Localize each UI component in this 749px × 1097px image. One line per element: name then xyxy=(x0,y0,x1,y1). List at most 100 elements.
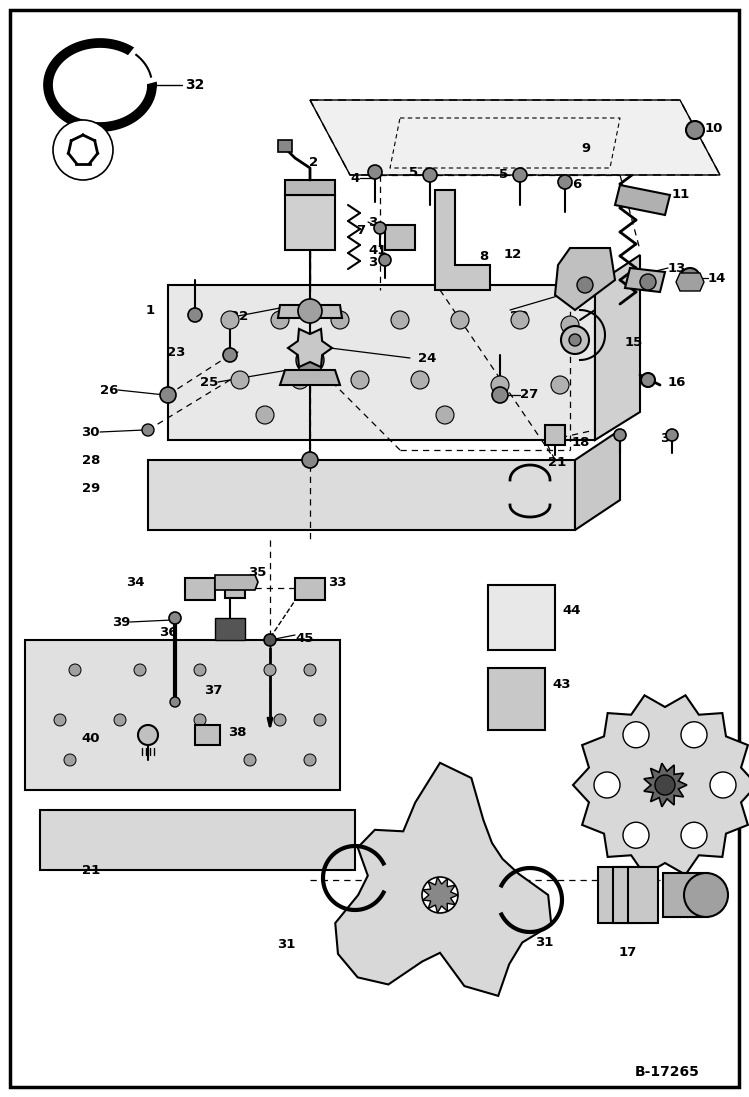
Polygon shape xyxy=(185,578,215,600)
Text: 32: 32 xyxy=(185,78,204,92)
Circle shape xyxy=(134,664,146,676)
Circle shape xyxy=(577,278,593,293)
Polygon shape xyxy=(422,878,458,913)
Circle shape xyxy=(264,664,276,676)
Circle shape xyxy=(561,316,579,333)
Text: 23: 23 xyxy=(166,346,185,359)
Circle shape xyxy=(511,312,529,329)
Polygon shape xyxy=(285,195,335,250)
Polygon shape xyxy=(595,255,640,440)
Text: 5: 5 xyxy=(409,166,418,179)
Polygon shape xyxy=(25,640,340,790)
Text: 5: 5 xyxy=(499,169,508,181)
Text: 44: 44 xyxy=(562,603,580,617)
Circle shape xyxy=(194,714,206,726)
Text: 37: 37 xyxy=(204,683,222,697)
Circle shape xyxy=(194,664,206,676)
Circle shape xyxy=(710,772,736,798)
Text: 16: 16 xyxy=(668,375,686,388)
Circle shape xyxy=(681,823,707,848)
Circle shape xyxy=(54,714,66,726)
Circle shape xyxy=(422,877,458,913)
Polygon shape xyxy=(225,580,245,598)
Polygon shape xyxy=(613,867,643,923)
Circle shape xyxy=(614,429,626,441)
Circle shape xyxy=(296,346,324,374)
Polygon shape xyxy=(288,329,332,367)
Text: 33: 33 xyxy=(328,576,347,588)
Text: 43: 43 xyxy=(552,679,571,691)
Text: 3: 3 xyxy=(660,431,670,444)
Circle shape xyxy=(231,371,249,389)
Text: 3: 3 xyxy=(368,215,377,228)
Circle shape xyxy=(256,406,274,425)
Circle shape xyxy=(681,722,707,748)
Text: 20: 20 xyxy=(510,309,528,323)
Text: 4: 4 xyxy=(351,171,360,184)
Text: 39: 39 xyxy=(112,615,130,629)
Circle shape xyxy=(271,312,289,329)
Polygon shape xyxy=(435,190,490,290)
Circle shape xyxy=(451,312,469,329)
Polygon shape xyxy=(625,268,665,292)
Circle shape xyxy=(492,387,508,403)
Polygon shape xyxy=(310,100,720,176)
Polygon shape xyxy=(278,305,342,318)
Circle shape xyxy=(655,774,675,795)
Polygon shape xyxy=(148,460,575,530)
Circle shape xyxy=(391,312,409,329)
Text: 19: 19 xyxy=(665,712,683,724)
Polygon shape xyxy=(168,285,595,440)
Text: 3: 3 xyxy=(368,256,377,269)
Text: 7: 7 xyxy=(356,224,365,237)
Circle shape xyxy=(513,168,527,182)
Circle shape xyxy=(686,121,704,139)
Text: 40: 40 xyxy=(82,732,100,745)
Polygon shape xyxy=(628,867,658,923)
Circle shape xyxy=(436,406,454,425)
Text: 18: 18 xyxy=(572,436,590,449)
Circle shape xyxy=(351,371,369,389)
Polygon shape xyxy=(285,180,335,195)
Circle shape xyxy=(666,429,678,441)
Circle shape xyxy=(331,312,349,329)
Circle shape xyxy=(491,376,509,394)
Text: 42: 42 xyxy=(401,951,419,964)
Circle shape xyxy=(221,312,239,329)
Circle shape xyxy=(680,268,700,289)
Polygon shape xyxy=(280,370,340,385)
Polygon shape xyxy=(488,668,545,730)
Text: 15: 15 xyxy=(625,336,643,349)
Text: 14: 14 xyxy=(708,271,727,284)
Text: 21: 21 xyxy=(548,455,566,468)
Text: 36: 36 xyxy=(160,625,178,638)
Circle shape xyxy=(561,326,589,354)
Circle shape xyxy=(551,376,569,394)
Circle shape xyxy=(314,714,326,726)
Text: 41: 41 xyxy=(368,244,386,257)
Text: 27: 27 xyxy=(520,388,539,402)
Text: 25: 25 xyxy=(200,375,218,388)
Text: 35: 35 xyxy=(248,565,267,578)
Text: 6: 6 xyxy=(572,179,581,192)
Circle shape xyxy=(684,873,728,917)
Circle shape xyxy=(64,754,76,766)
Polygon shape xyxy=(575,430,620,530)
Text: 21: 21 xyxy=(82,863,100,877)
Polygon shape xyxy=(555,248,615,310)
Polygon shape xyxy=(278,140,292,152)
Text: 30: 30 xyxy=(82,426,100,439)
Polygon shape xyxy=(295,578,325,600)
Text: 13: 13 xyxy=(668,261,686,274)
Circle shape xyxy=(379,255,391,265)
Circle shape xyxy=(304,664,316,676)
Text: 17: 17 xyxy=(619,946,637,959)
Polygon shape xyxy=(676,273,704,291)
Polygon shape xyxy=(40,810,355,870)
Text: 22: 22 xyxy=(230,309,248,323)
Text: 12: 12 xyxy=(504,249,522,261)
Circle shape xyxy=(291,371,309,389)
Circle shape xyxy=(623,823,649,848)
Circle shape xyxy=(411,371,429,389)
Polygon shape xyxy=(488,585,555,651)
